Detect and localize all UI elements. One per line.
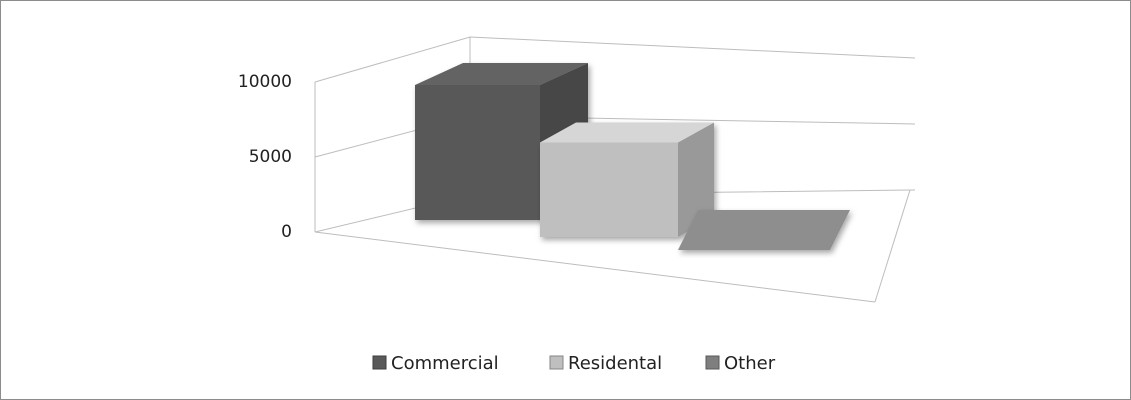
bar-top [415, 63, 588, 85]
legend-label: Commercial [391, 353, 499, 374]
y-tick-label: 0 [281, 222, 292, 242]
floor-right-edge [874, 189, 911, 303]
bar-side [678, 122, 714, 237]
legend-label: Other [724, 353, 776, 374]
legend-label: Residental [568, 353, 662, 374]
legend-swatch [705, 355, 720, 370]
floor-front-edge [314, 231, 876, 303]
grid-line [314, 36, 916, 83]
bar-front [540, 142, 678, 237]
y-tick-label: 5000 [249, 147, 292, 167]
legend-swatch [549, 355, 564, 370]
legend-swatch [372, 355, 387, 370]
bar-top [678, 210, 850, 250]
bar [540, 122, 714, 237]
y-tick-label: 10000 [238, 72, 292, 92]
bar [678, 210, 850, 250]
bar-top [540, 122, 714, 143]
bar-front [415, 85, 540, 220]
plot-walls [314, 189, 911, 303]
